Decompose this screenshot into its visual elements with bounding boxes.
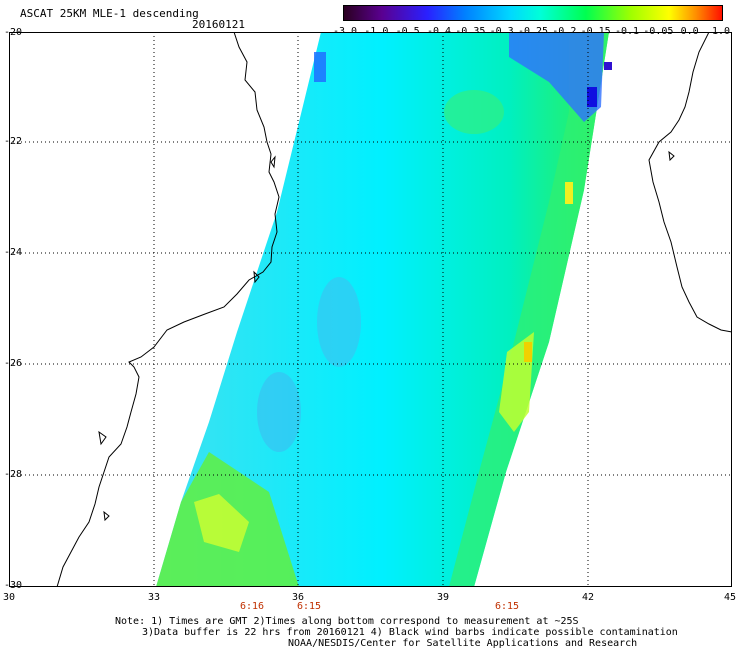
colorbar-tick-label: -0.5 bbox=[395, 26, 420, 37]
colorbar-tick-label: -0.35 bbox=[455, 26, 486, 37]
colorbar-tick-label: -0.2 bbox=[552, 26, 577, 37]
colorbar-tick-label: -0.4 bbox=[426, 26, 452, 37]
colorbar-tick-label: -0.05 bbox=[643, 26, 674, 37]
lat-label-22: -22 bbox=[4, 136, 23, 147]
lat-label-20: -20 bbox=[4, 27, 23, 38]
lat-label-26: -26 bbox=[4, 358, 23, 369]
colorbar-tick-label: -3.0 bbox=[332, 26, 358, 37]
map-date: 20160121 bbox=[192, 18, 245, 31]
map-title: ASCAT 25KM MLE-1 descending bbox=[20, 7, 199, 20]
gridlines bbox=[9, 32, 732, 587]
colorbar-tick-label: -0.3 bbox=[489, 26, 514, 37]
note-line-1: Note: 1) Times are GMT 2)Times along bot… bbox=[115, 616, 579, 627]
coastline-africa bbox=[56, 32, 280, 587]
time-label: 6:16 bbox=[239, 601, 265, 612]
note-line-3: NOAA/NESDIS/Center for Satellite Applica… bbox=[288, 638, 638, 649]
colorbar bbox=[343, 5, 723, 21]
lat-label-28: -28 bbox=[4, 469, 23, 480]
time-label: 6:15 bbox=[296, 601, 322, 612]
lat-label-24: -24 bbox=[4, 247, 23, 258]
colorbar-tick-label: -0.1 bbox=[614, 26, 640, 37]
colorbar-tick-label: 1.0 bbox=[711, 26, 731, 37]
colorbar-tick-label: 0.0 bbox=[680, 26, 699, 37]
lon-label-42: 42 bbox=[582, 592, 595, 603]
colorbar-tick-label: -1.0 bbox=[364, 26, 389, 37]
lon-label-39: 39 bbox=[437, 592, 450, 603]
lon-label-36: 36 bbox=[292, 592, 305, 603]
colorbar-tick-label: -0.15 bbox=[580, 26, 611, 37]
lon-label-45: 45 bbox=[724, 592, 737, 603]
colorbar-tick-label: -0.25 bbox=[517, 26, 549, 37]
coastline-madagascar bbox=[648, 32, 732, 333]
data-swath bbox=[156, 32, 612, 587]
note-line-2: 3)Data buffer is 22 hrs from 20160121 4)… bbox=[142, 627, 678, 638]
map-plot bbox=[9, 32, 732, 587]
lon-label-30: 30 bbox=[3, 592, 16, 603]
lat-label-30: -30 bbox=[4, 580, 23, 591]
time-label: 6:15 bbox=[494, 601, 520, 612]
plot-frame bbox=[9, 32, 732, 587]
lon-label-33: 33 bbox=[148, 592, 161, 603]
